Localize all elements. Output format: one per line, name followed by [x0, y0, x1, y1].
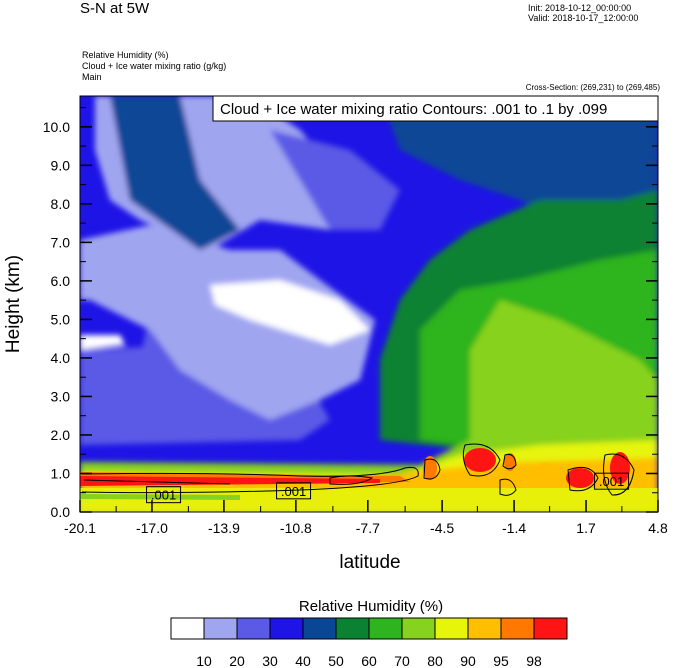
colorbar-swatch — [236, 617, 271, 640]
colorbar-level: 30 — [262, 653, 278, 668]
colorbar-swatch — [170, 617, 205, 640]
y-tick-label: 9.0 — [51, 157, 71, 173]
y-tick-label: 10.0 — [43, 119, 70, 135]
cross-section-label: Cross-Section: (269,231) to (269,485) — [525, 83, 660, 92]
contour-label-box — [276, 482, 312, 500]
y-tick-label: 3.0 — [51, 388, 71, 404]
x-tick-label: 4.8 — [648, 520, 668, 536]
colorbar-swatch — [533, 617, 568, 640]
y-axis: 0.0 1.0 2.0 3.0 4.0 5.0 6.0 7.0 8.0 9.0 10.0 — [43, 107, 658, 520]
colorbar-swatch — [401, 617, 436, 640]
y-tick-label: 2.0 — [51, 427, 71, 443]
x-tick-label: -17.0 — [136, 520, 168, 536]
contour-labels: .001 .001 .001 — [146, 472, 630, 504]
colorbar-level: 80 — [427, 653, 443, 668]
contour-label-box — [594, 472, 630, 490]
y-tick-label: 5.0 — [51, 311, 71, 327]
colorbar-level: 40 — [295, 653, 311, 668]
colorbar-level: 90 — [460, 653, 476, 668]
x-tick-label: -4.5 — [430, 520, 454, 536]
colorbar-level: 10 — [196, 653, 212, 668]
contour-label: .001 — [599, 474, 624, 489]
humidity-field — [80, 96, 658, 512]
contour-info-box: Cloud + Ice water mixing ratio Contours:… — [212, 95, 659, 122]
colorbar-swatch — [368, 617, 403, 640]
colorbar-swatch — [302, 617, 337, 640]
subtitle-main: Main — [82, 72, 102, 82]
y-tick-label: 4.0 — [51, 350, 71, 366]
contour-info-text: Cloud + Ice water mixing ratio Contours:… — [220, 101, 607, 118]
y-tick-label: 0.0 — [51, 504, 71, 520]
y-axis-title: Height (km) — [3, 255, 24, 353]
x-tick-label: -20.1 — [64, 520, 96, 536]
contour-label: .001 — [281, 484, 306, 499]
colorbar-level: 50 — [328, 653, 344, 668]
x-tick-label: -7.7 — [356, 520, 380, 536]
colorbar: 10 20 30 40 50 60 70 80 90 95 98 — [170, 617, 568, 668]
colorbar-level: 95 — [493, 653, 509, 668]
cloud-contours — [81, 443, 635, 496]
colorbar-swatch — [500, 617, 535, 640]
x-axis: -20.1 -17.0 -13.9 -10.8 -7.7 -4.5 -1.4 1.7 4.8 — [64, 500, 668, 536]
colorbar-swatch — [467, 617, 502, 640]
subtitle-rh: Relative Humidity (%) — [82, 50, 169, 60]
colorbar-level: 20 — [229, 653, 245, 668]
colorbar-title: Relative Humidity (%) — [298, 598, 444, 615]
x-axis-title: latitude — [339, 552, 400, 573]
colorbar-swatch — [203, 617, 238, 640]
valid-time: Valid: 2018-10-17_12:00:00 — [528, 13, 639, 23]
x-tick-label: 1.7 — [576, 520, 596, 536]
plot-title: S-N at 5W — [80, 0, 150, 17]
x-tick-label: -13.9 — [208, 520, 240, 536]
y-tick-label: 1.0 — [51, 465, 71, 481]
colorbar-swatch — [335, 617, 370, 640]
subtitle-cloud-ice: Cloud + Ice water mixing ratio (g/kg) — [82, 61, 227, 71]
x-tick-label: -10.8 — [280, 520, 312, 536]
colorbar-level: 60 — [361, 653, 377, 668]
colorbar-level: 98 — [526, 653, 542, 668]
colorbar-level: 70 — [394, 653, 410, 668]
colorbar-swatch — [434, 617, 469, 640]
contour-label-box — [146, 486, 182, 504]
x-tick-label: -1.4 — [502, 520, 526, 536]
y-tick-label: 8.0 — [51, 196, 71, 212]
colorbar-swatch — [269, 617, 304, 640]
y-tick-label: 7.0 — [51, 234, 71, 250]
contour-label: .001 — [151, 488, 176, 503]
init-time: Init: 2018-10-12_00:00:00 — [528, 3, 632, 13]
y-tick-label: 6.0 — [51, 273, 71, 289]
